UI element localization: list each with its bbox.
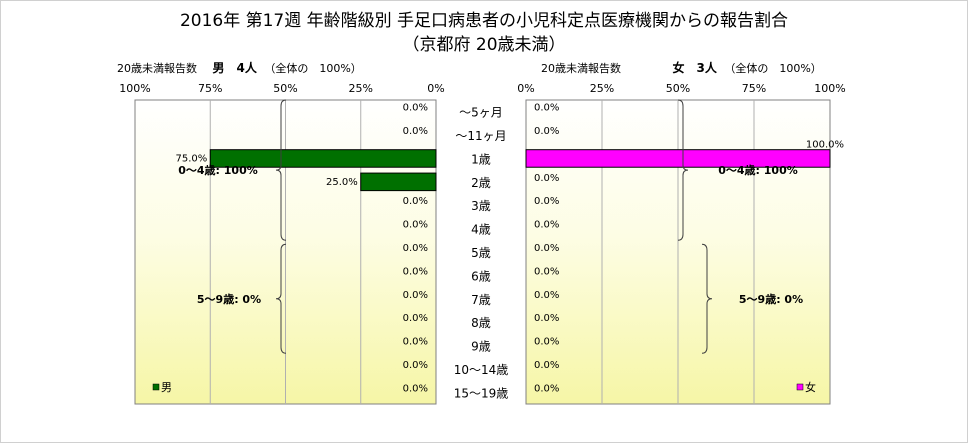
category-label: 10～14歳 [454, 363, 509, 377]
category-label: 8歳 [471, 316, 491, 330]
female-data-label: 0.0% [534, 103, 559, 114]
female-brace-0-4 [677, 99, 689, 241]
category-label: 7歳 [471, 293, 491, 307]
male-bar [209, 149, 437, 168]
female-data-label: 0.0% [534, 360, 559, 371]
male-legend-label: 男 [161, 381, 172, 394]
female-brace-5-9 [701, 243, 713, 354]
female-header-left: 20歳未満報告数 [541, 62, 621, 75]
male-header: 20歳未満報告数 男 4人 （全体の 100%） [117, 59, 362, 76]
category-label: 1歳 [471, 152, 491, 166]
male-header-left: 20歳未満報告数 [117, 62, 197, 75]
category-label: 9歳 [471, 340, 491, 354]
category-label: ～5ヶ月 [459, 106, 503, 120]
male-data-label: 25.0% [326, 177, 358, 188]
female-data-label: 0.0% [534, 313, 559, 324]
category-label: 2歳 [471, 176, 491, 190]
female-header-right: （全体の 100%） [724, 62, 822, 75]
male-data-label: 0.0% [403, 313, 428, 324]
female-tick-label: 75% [742, 82, 766, 95]
female-data-label: 0.0% [534, 243, 559, 254]
female-tick-label: 100% [814, 82, 845, 95]
female-tick-label: 50% [666, 82, 690, 95]
female-tick-label: 25% [590, 82, 614, 95]
male-tick-label: 50% [273, 82, 297, 95]
female-bar [525, 149, 831, 168]
female-data-label: 0.0% [534, 126, 559, 137]
male-header-right: （全体の 100%） [264, 62, 362, 75]
male-data-label: 0.0% [403, 126, 428, 137]
female-group-label: 0～4歳: 100% [718, 163, 798, 177]
female-legend-label: 女 [805, 380, 816, 394]
female-data-label: 0.0% [534, 173, 559, 184]
female-legend-swatch [796, 383, 804, 391]
male-data-label: 0.0% [403, 103, 428, 114]
female-data-label: 0.0% [534, 220, 559, 231]
female-data-label: 0.0% [534, 196, 559, 207]
chart-title: 2016年 第17週 年齢階級別 手足口病患者の小児科定点医療機関からの報告割合 [179, 11, 789, 31]
female-data-label: 0.0% [534, 337, 559, 348]
female-data-label: 0.0% [534, 290, 559, 301]
male-data-label: 0.0% [403, 383, 428, 394]
male-data-label: 0.0% [403, 220, 428, 231]
female-data-label: 100.0% [806, 139, 844, 150]
category-label: 15～19歳 [454, 386, 509, 400]
female-data-label: 0.0% [534, 266, 559, 277]
male-data-label: 0.0% [403, 337, 428, 348]
female-header: 20歳未満報告数 女 3人 （全体の 100%） [541, 59, 822, 76]
male-tick-label: 100% [119, 82, 150, 95]
male-legend-swatch [152, 383, 160, 391]
male-bar [360, 172, 437, 192]
male-data-label: 0.0% [403, 266, 428, 277]
male-tick-label: 0% [427, 82, 444, 95]
male-data-label: 0.0% [403, 196, 428, 207]
male-brace-0-4 [275, 99, 287, 241]
female-tick-label: 0% [517, 82, 534, 95]
male-tick-label: 25% [349, 82, 373, 95]
female-group-label: 5～9歳: 0% [739, 292, 803, 306]
male-data-label: 0.0% [403, 243, 428, 254]
male-data-label: 0.0% [403, 290, 428, 301]
male-header-count: 男 4人 [212, 61, 257, 75]
male-brace-5-9 [275, 243, 287, 354]
male-tick-label: 75% [198, 82, 222, 95]
category-label: 4歳 [471, 223, 491, 237]
category-label: 6歳 [471, 269, 491, 283]
category-label: ～11ヶ月 [455, 129, 506, 143]
female-data-label: 0.0% [534, 383, 559, 394]
category-label: 5歳 [471, 246, 491, 260]
male-group-label: 5～9歳: 0% [197, 292, 261, 306]
female-header-count: 女 3人 [672, 61, 717, 75]
male-data-label: 0.0% [403, 360, 428, 371]
category-label: 3歳 [471, 199, 491, 213]
male-group-label: 0～4歳: 100% [178, 163, 258, 177]
chart-subtitle: （京都府 20歳未満） [402, 35, 566, 55]
male-data-label: 75.0% [175, 153, 207, 164]
